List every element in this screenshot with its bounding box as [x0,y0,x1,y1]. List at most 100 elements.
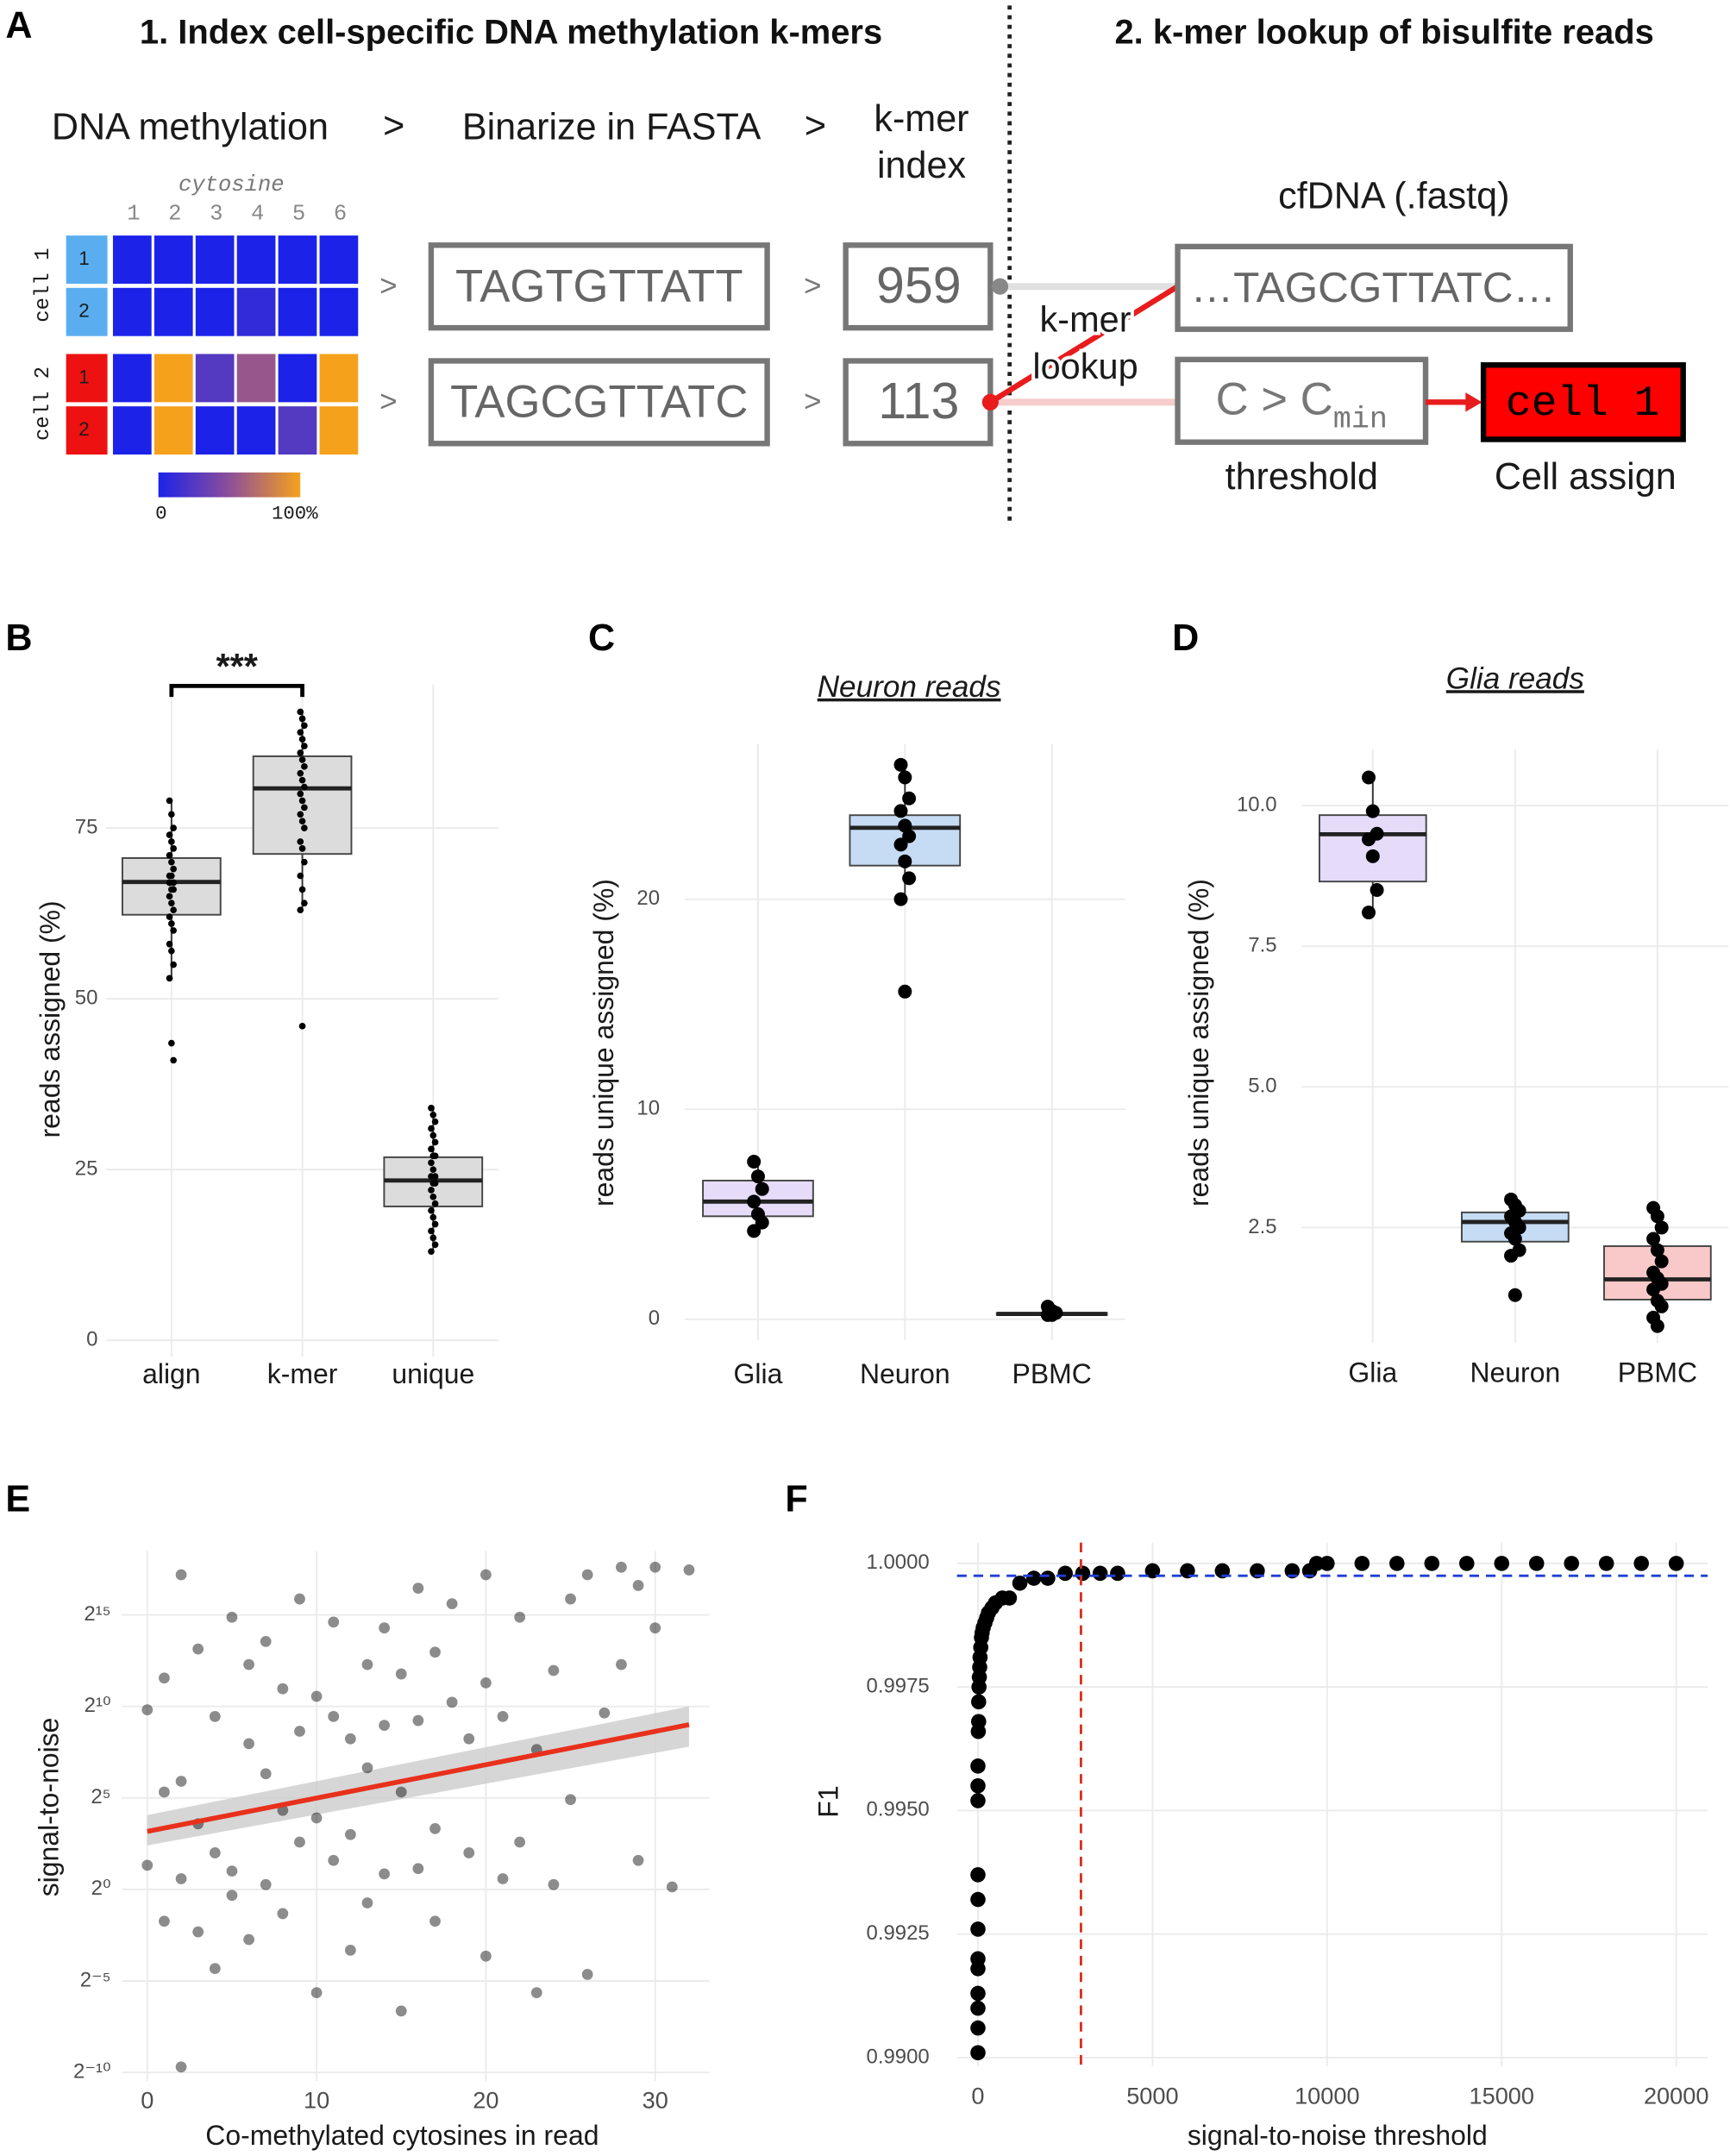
data-point [168,920,175,927]
data-point [971,1714,987,1730]
cytosine-position: 3 [210,201,223,226]
data-point [297,872,304,880]
data-point [175,1873,187,1884]
data-point [298,845,306,852]
chart-panel: C Neuron reads reads unique assigned (%) 0 1… [588,617,1125,1389]
data-point [298,736,306,743]
cytosine-position: 4 [251,201,264,226]
data-point [428,1248,435,1256]
panel-label: C [588,617,615,659]
data-point [480,1677,492,1689]
data-point [1057,1565,1073,1582]
colorbar-label: 100% [272,503,318,525]
data-point [301,783,308,791]
data-point [1044,1307,1059,1322]
data-point [970,1951,986,1967]
data-point [412,1863,424,1875]
data-point [893,837,908,852]
data-point [530,1987,542,1999]
data-point [428,1145,435,1153]
data-point [209,1847,221,1858]
data-point [166,893,173,900]
chart-title: Neuron reads [818,670,1001,704]
data-point [379,1720,391,1732]
threshold-label: threshold [1225,456,1378,498]
arrow-head [1465,392,1482,412]
data-point [1494,1556,1510,1571]
data-point [226,1611,238,1623]
data-point [298,797,306,805]
y-tick-label: 5.0 [1248,1075,1276,1098]
y-tick-label: 50 [75,986,98,1009]
row-tag [66,287,108,336]
panel-label: B [5,617,32,659]
chart-title: Glia reads [1446,661,1584,695]
heatmap-cell [154,287,193,336]
heatmap-cell [195,287,235,336]
y-tick-label: 2¹⁰ [85,1694,111,1717]
axis-label: cytosine [179,172,285,197]
x-tick-label: Glia [1348,1357,1397,1388]
y-tick-label: 0.9950 [867,1798,930,1821]
data-point [1528,1556,1545,1571]
heatmap-cell [319,354,359,403]
assigned-cell: cell 1 [1506,379,1659,428]
x-tick-label: 0 [141,2086,154,2113]
data-point [480,1950,492,1962]
data-point [581,1969,593,1980]
data-point [168,811,175,818]
x-axis-title: signal-to-noise threshold [1188,2120,1488,2151]
separator: > [805,105,826,147]
row-tag [66,406,108,455]
y-tick-label: 2¹⁵ [84,1602,110,1626]
data-point [463,1733,475,1745]
data-point [226,1865,238,1877]
data-point [480,1569,492,1581]
data-point [1025,1570,1042,1586]
data-point [310,1987,323,1999]
colorbar [158,472,301,498]
data-point [301,804,308,812]
threshold-box [1175,356,1429,445]
data-point [298,818,306,825]
data-point [301,824,308,831]
data-point [893,804,908,818]
y-tick-label: 2⁰ [91,1877,111,1900]
data-point [328,1854,340,1866]
data-point [1507,1232,1522,1246]
data-point [297,729,304,736]
x-tick-label: align [142,1358,200,1389]
x-tick-label: Neuron [1470,1357,1560,1388]
data-point [1424,1556,1440,1571]
data-point [1458,1556,1475,1571]
data-point [361,1658,373,1670]
data-point [1110,1565,1125,1582]
data-point [298,1022,306,1030]
data-point [970,1921,986,1937]
data-point [970,1867,986,1883]
heatmap-cell [319,235,359,285]
y-tick-label: 10 [636,1096,660,1119]
separator: > [804,385,822,418]
data-point [429,1646,441,1658]
separator: > [379,385,398,418]
y-tick-label: 7.5 [1248,934,1276,957]
data-point [970,2000,986,2016]
data-point [298,756,306,763]
data-point [166,831,173,838]
chart-panel: D Glia reads reads unique assigned (%) 2.5 5… [1172,617,1729,1388]
cytosine-position: 5 [292,201,305,226]
data-point [970,2045,986,2061]
data-point [970,1985,986,2002]
data-point [344,1828,356,1840]
data-point [1362,906,1376,920]
data-point [428,1206,435,1214]
data-point [429,1823,441,1834]
data-point [1092,1565,1108,1582]
row-label: 1 [78,248,89,269]
data-point [1362,832,1376,847]
significance-label: *** [216,646,258,686]
connector [988,284,1180,405]
data-point [1362,770,1376,785]
data-point [431,1180,439,1187]
